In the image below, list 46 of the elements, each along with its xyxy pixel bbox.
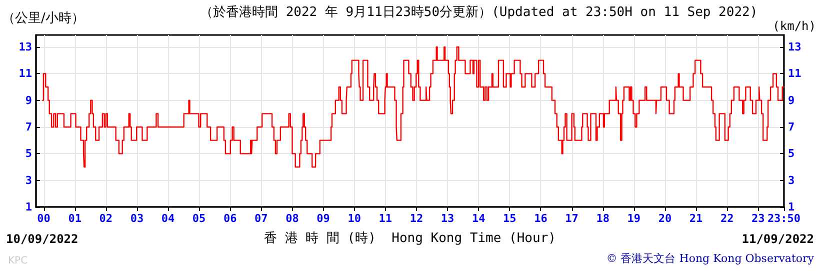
y2-tick-label: 3 bbox=[788, 174, 795, 187]
x-tick-label: 18 bbox=[596, 212, 610, 225]
x-tick-label: 09 bbox=[316, 212, 330, 225]
x-tick-label: 21 bbox=[689, 212, 704, 225]
x-tick-label: 17 bbox=[565, 212, 578, 225]
y2-tick-label: 1 bbox=[788, 200, 795, 214]
x-tick-label: 03 bbox=[130, 212, 144, 225]
y2-tick-label: 7 bbox=[788, 120, 795, 134]
y-tick-label: 11 bbox=[18, 67, 32, 80]
text: 11/09/2022 bbox=[742, 232, 814, 246]
x-tick-label: 15 bbox=[503, 212, 516, 225]
x-tick-label: 01 bbox=[68, 212, 82, 225]
x-tick-label: 20 bbox=[658, 212, 672, 225]
x-tick-label: 00 bbox=[37, 212, 50, 225]
y-tick-label: 5 bbox=[25, 147, 32, 160]
y2-tick-label: 9 bbox=[788, 94, 795, 107]
y-tick-label: 1 bbox=[25, 200, 32, 214]
x-tick-label: 13 bbox=[440, 212, 454, 225]
x-tick-label: 22 bbox=[720, 212, 734, 225]
x-tick-label: 02 bbox=[99, 212, 113, 225]
x-tick-label: 23:50 bbox=[767, 212, 801, 225]
y-axis-title: （公里/小時） bbox=[2, 11, 84, 26]
y2-tick-label: 13 bbox=[788, 40, 802, 54]
text: © 香港天文台 Hong Kong Observatory bbox=[606, 252, 815, 265]
y-tick-label: 3 bbox=[25, 174, 32, 187]
y-tick-label: 9 bbox=[25, 94, 32, 107]
x-tick-label: 19 bbox=[627, 212, 641, 225]
y-tick-label: 7 bbox=[25, 120, 32, 134]
chart-title: （於香港時間 2022 年 9月11日23時50分更新）(Updated at 23:50H on 11 Sep 2022) bbox=[200, 5, 758, 20]
y2-tick-label: 11 bbox=[788, 67, 802, 80]
x-tick-label: 05 bbox=[192, 212, 206, 225]
x-tick-label: 23 bbox=[752, 212, 765, 225]
x-tick-label: 08 bbox=[286, 212, 299, 225]
x-tick-label: 16 bbox=[534, 212, 548, 225]
x-tick-label: 12 bbox=[410, 212, 424, 225]
x-tick-label: 04 bbox=[161, 212, 175, 225]
x-tick-label: 10 bbox=[348, 212, 361, 225]
x-axis-title: 香 港 時 間 (時) Hong Kong Time (Hour) bbox=[264, 231, 556, 246]
x-tick-label: 14 bbox=[472, 212, 486, 225]
x-tick-label: 06 bbox=[223, 212, 238, 225]
x-tick-label: 11 bbox=[378, 212, 392, 225]
y2-axis-title: (km/h) bbox=[772, 19, 816, 33]
y2-tick-label: 5 bbox=[788, 147, 795, 160]
text: 10/09/2022 bbox=[6, 232, 78, 246]
y-tick-label: 13 bbox=[18, 40, 32, 54]
x-tick-label: 07 bbox=[254, 212, 268, 225]
